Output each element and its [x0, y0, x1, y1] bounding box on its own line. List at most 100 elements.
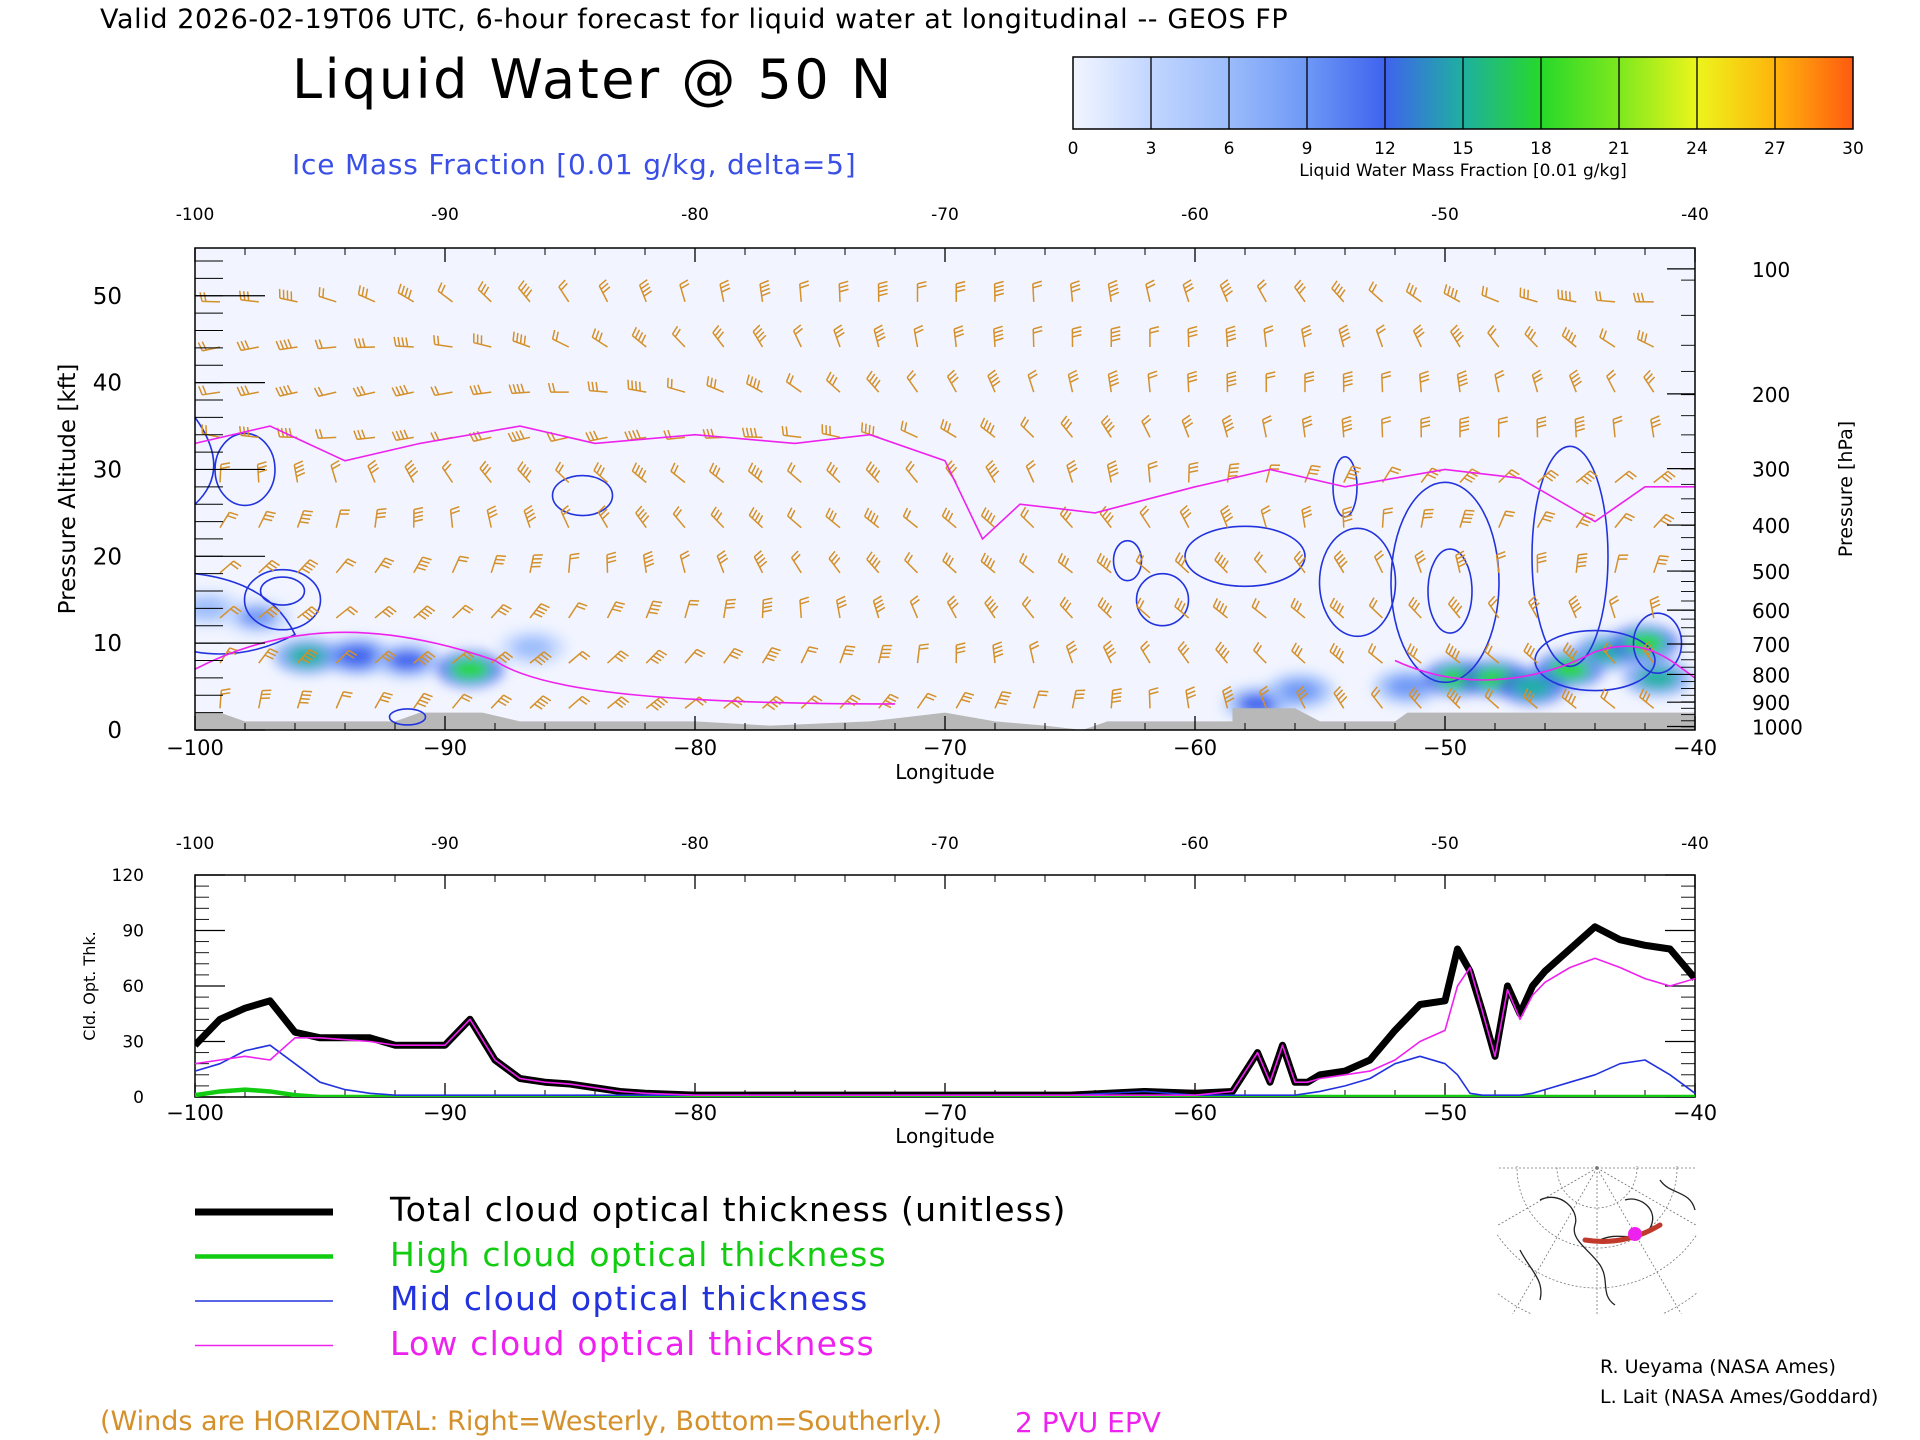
- wind-barb-feather: [837, 599, 847, 605]
- wind-barb-feather: [1609, 595, 1618, 602]
- wind-barb-feather: [1485, 287, 1488, 297]
- wind-barb-feather: [393, 336, 397, 347]
- wind-barb-feather: [1185, 286, 1194, 293]
- wind-barb-feather: [1340, 560, 1348, 569]
- wind-barb-feather: [741, 427, 746, 437]
- wind-barb-feather: [1023, 419, 1030, 428]
- wind-barb-feather: [301, 567, 311, 574]
- wind-barb-feather: [399, 430, 405, 440]
- wind-barb-feather: [306, 561, 316, 568]
- wind-barb-feather: [1412, 648, 1418, 658]
- wind-barb-feather: [878, 288, 888, 293]
- wind-barb: [955, 642, 966, 664]
- wind-barb: [1649, 595, 1661, 619]
- wind-barb: [1258, 685, 1270, 709]
- wind-barb: [1304, 464, 1321, 483]
- wind-barb-feather: [1266, 371, 1276, 375]
- wind-barb: [1484, 642, 1500, 664]
- wind-barb-feather: [1331, 280, 1338, 289]
- wind-barb-feather: [466, 651, 475, 659]
- wind-barb-feather: [1377, 328, 1386, 335]
- wind-barb: [1139, 505, 1151, 529]
- wind-barb: [1408, 686, 1422, 709]
- wind-barb-feather: [230, 608, 239, 615]
- wind-barb-feather: [1484, 687, 1491, 697]
- top-axis-tick-label: -70: [931, 834, 959, 854]
- wind-barb: [941, 507, 957, 529]
- wind-barb: [278, 288, 298, 303]
- wind-barb-feather: [596, 464, 602, 474]
- wind-barb-feather: [751, 509, 758, 519]
- wind-barb-shaft: [1612, 419, 1616, 438]
- wind-barb-shaft: [1443, 292, 1461, 303]
- wind-barb-feather: [1149, 691, 1159, 695]
- wind-barb-feather: [570, 552, 580, 556]
- wind-barb-shaft: [1368, 289, 1384, 303]
- wind-barb-feather: [726, 598, 736, 601]
- wind-barb: [1296, 685, 1308, 709]
- wind-barb-shaft: [825, 515, 841, 529]
- wind-barb-feather: [994, 292, 1005, 297]
- wind-barb-feather: [1065, 421, 1073, 430]
- wind-barb-feather: [523, 505, 533, 512]
- wind-barb: [1256, 279, 1267, 303]
- wind-barb-shaft: [684, 648, 698, 664]
- wind-barb-shaft: [985, 466, 996, 483]
- wind-barb-feather: [652, 655, 662, 662]
- wind-barb-shaft: [833, 329, 841, 348]
- wind-barb-shaft: [1614, 513, 1627, 529]
- wind-barb-feather: [525, 508, 534, 515]
- wind-barb-shaft: [1614, 555, 1620, 573]
- wind-barb: [517, 461, 532, 483]
- wind-barb: [293, 460, 306, 483]
- wind-barb: [1025, 459, 1036, 483]
- wind-barb-feather: [808, 646, 819, 650]
- wind-barb-shaft: [555, 469, 570, 484]
- wind-barb-feather: [674, 328, 681, 338]
- wind-barb-feather: [643, 290, 653, 297]
- wind-barb-shaft: [1412, 330, 1422, 348]
- colorbar-tick-label: 27: [1764, 139, 1786, 159]
- wind-barb: [568, 552, 580, 573]
- wind-barb-feather: [765, 657, 775, 662]
- wind-barb-feather: [1452, 692, 1459, 702]
- wind-barb-shaft: [1253, 558, 1267, 574]
- wind-barb-shaft: [1071, 690, 1077, 709]
- wind-barb-feather: [1335, 553, 1344, 562]
- wind-barb: [469, 384, 492, 396]
- wind-barb-shaft: [1147, 374, 1151, 393]
- wind-barb-feather: [391, 387, 397, 397]
- wind-barb: [670, 462, 686, 484]
- map-meridian: [1512, 1167, 1598, 1314]
- wind-barb-feather: [695, 698, 704, 706]
- wind-barb-shaft: [1523, 696, 1538, 709]
- wind-barb-feather: [286, 384, 293, 394]
- wind-barb-feather: [1020, 506, 1027, 516]
- wind-barb-shaft: [374, 509, 379, 528]
- wind-barb-shaft: [477, 288, 492, 303]
- wind-barb-feather: [1340, 332, 1350, 338]
- wind-barb-feather: [1342, 419, 1352, 425]
- wind-barb-feather: [1253, 641, 1260, 651]
- wind-barb: [752, 324, 767, 348]
- wind-barb-feather: [655, 652, 665, 659]
- wind-barb-shaft: [1642, 648, 1655, 664]
- wind-barb-feather: [868, 424, 871, 435]
- wind-barb: [1343, 465, 1362, 483]
- wind-barb: [1290, 597, 1306, 619]
- wind-barb-shaft: [746, 382, 763, 393]
- wind-barb-feather: [244, 340, 250, 350]
- wind-barb-feather: [1523, 642, 1530, 652]
- wind-barb-feather: [634, 329, 641, 339]
- wind-barb-feather: [1263, 325, 1274, 330]
- wind-barb-feather: [1636, 292, 1641, 302]
- wind-barb-feather: [872, 426, 875, 436]
- wind-barb-shaft: [1187, 328, 1190, 348]
- wind-barb-feather: [547, 382, 552, 393]
- wind-barb: [1487, 325, 1500, 348]
- wind-barb-shaft: [318, 436, 337, 439]
- wind-barb-feather: [635, 505, 643, 514]
- wind-barb: [716, 550, 729, 574]
- wind-barb-feather: [1335, 689, 1344, 697]
- wind-barb-shaft: [1445, 651, 1461, 664]
